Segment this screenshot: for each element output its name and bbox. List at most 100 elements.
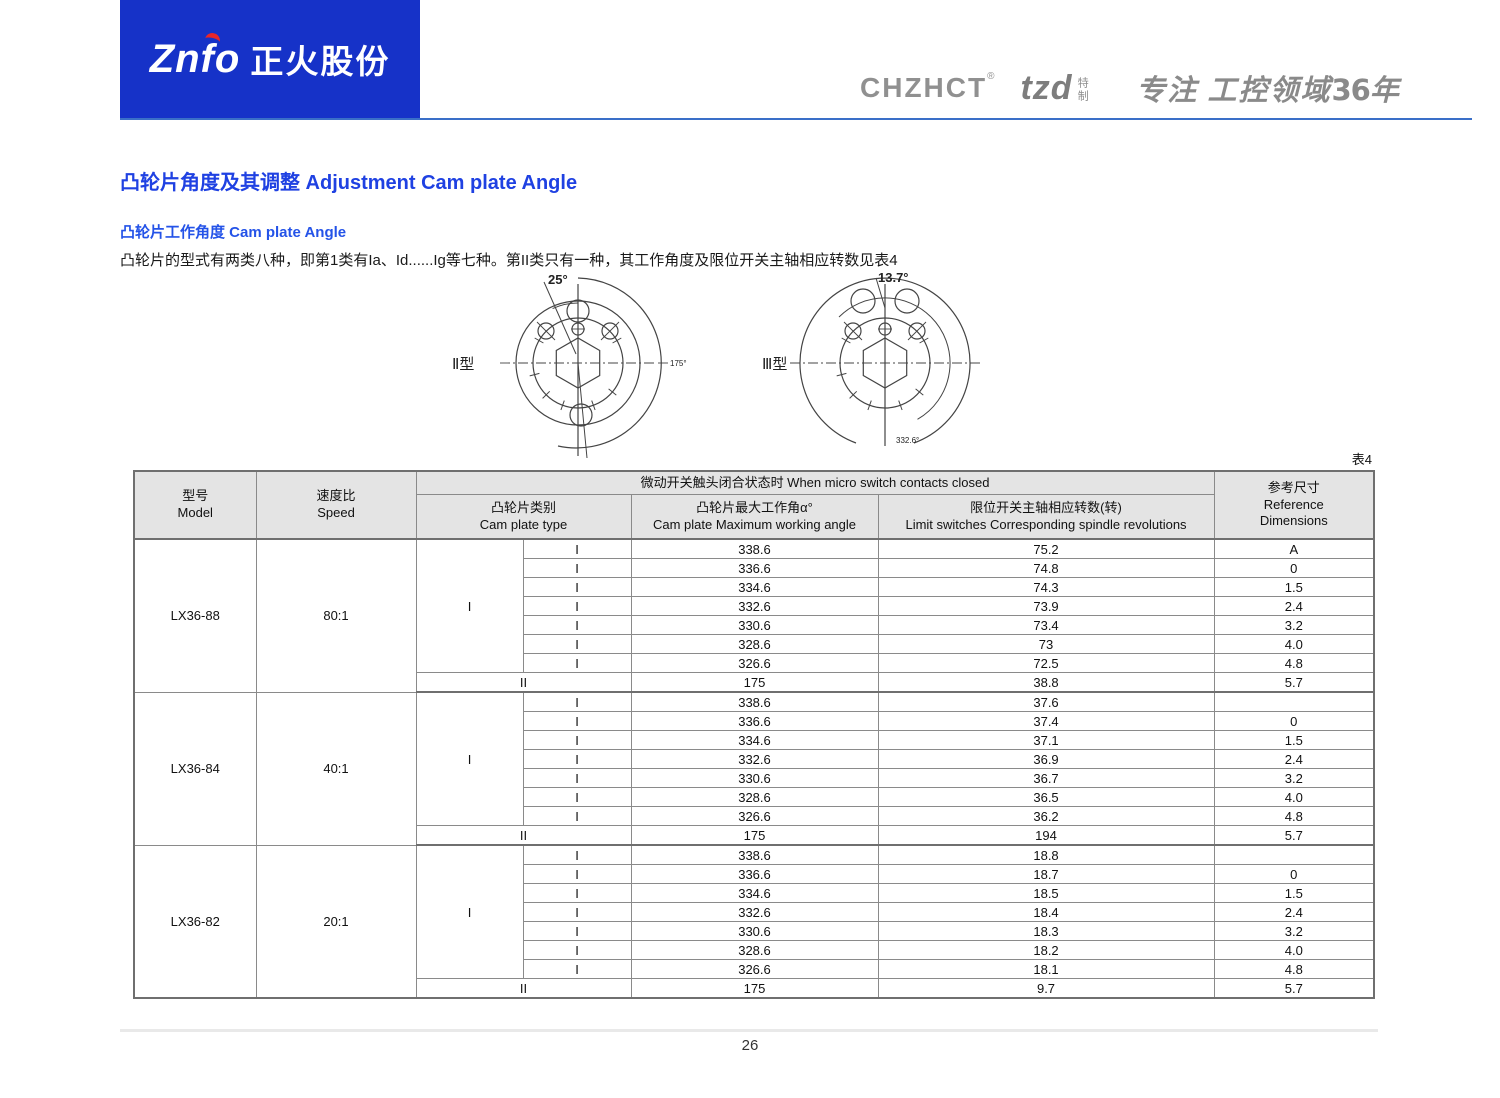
reference-cell: 0 xyxy=(1213,864,1375,884)
cam-type-cell: I xyxy=(522,768,632,788)
brand-slogan: 专注 工控领域36年 xyxy=(1136,73,1401,107)
revolutions-cell: 36.2 xyxy=(877,806,1215,826)
table-caption: 表4 xyxy=(1351,452,1372,467)
cam-diagrams: 25° 175° Ⅱ型 xyxy=(430,268,1050,465)
col-header-model: 型号 Model xyxy=(133,470,257,540)
cam-diagram-type3 xyxy=(790,277,980,446)
speed-cell: 40:1 xyxy=(255,691,417,846)
type2-label: Ⅱ型 xyxy=(452,356,474,373)
revolutions-cell: 73.4 xyxy=(877,615,1215,635)
angle-cell: 334.6 xyxy=(630,730,879,750)
angle-cell: 338.6 xyxy=(630,691,879,712)
reference-cell: 5.7 xyxy=(1213,978,1375,999)
reference-cell: 2.4 xyxy=(1213,596,1375,616)
cam-class-cell: I xyxy=(415,538,524,673)
type3-label: Ⅲ型 xyxy=(762,356,787,373)
cam-type-cell: II xyxy=(415,978,632,999)
cam-type-cell: I xyxy=(522,864,632,884)
table-row: I 332.6 36.9 2.4 xyxy=(134,749,1375,769)
type3-top-angle-label: 13.7° xyxy=(878,270,909,285)
cam-type-cell: I xyxy=(522,883,632,903)
table-row: I 334.6 18.5 1.5 xyxy=(134,883,1375,903)
table-row: LX36-88 80:1 I I 338.6 75.2 A xyxy=(133,538,1375,693)
revolutions-cell: 75.2 xyxy=(877,538,1215,559)
revolutions-cell: 73.9 xyxy=(877,596,1215,616)
angle-cell: 175 xyxy=(630,825,879,846)
cam-type-cell: I xyxy=(522,653,632,673)
reference-cell xyxy=(1213,844,1375,865)
reference-cell xyxy=(1213,691,1375,712)
table-row: I 326.6 18.1 4.8 xyxy=(134,959,1375,979)
brand-name: CHZHCT xyxy=(860,72,988,103)
revolutions-cell: 18.7 xyxy=(877,864,1215,884)
cam-type-cell: I xyxy=(522,959,632,979)
cam-type-cell: I xyxy=(522,577,632,597)
reference-cell: 4.8 xyxy=(1213,653,1375,673)
footer-divider xyxy=(120,1029,1378,1032)
revolutions-cell: 18.1 xyxy=(877,959,1215,979)
revolutions-cell: 37.4 xyxy=(877,711,1215,731)
cam-type-cell: I xyxy=(522,558,632,578)
reference-cell: 0 xyxy=(1213,711,1375,731)
revolutions-cell: 18.8 xyxy=(877,844,1215,865)
angle-cell: 330.6 xyxy=(630,768,879,788)
cam-type-cell: I xyxy=(522,787,632,807)
cam-class-cell: I xyxy=(415,691,524,826)
reference-cell: 4.8 xyxy=(1213,806,1375,826)
brand-row: CHZHCT ® tzd 特制 专注 工控领域36年 xyxy=(860,62,1480,114)
registered-mark-icon: ® xyxy=(987,70,995,82)
reference-cell: 3.2 xyxy=(1213,768,1375,788)
table-row: I 330.6 18.3 3.2 xyxy=(134,921,1375,941)
col-header-max-angle: 凸轮片最大工作角α° Cam plate Maximum working ang… xyxy=(630,494,879,540)
table-row: I 326.6 72.5 4.8 xyxy=(134,653,1375,673)
col-header-revolutions: 限位开关主轴相应转数(转) Limit switches Correspondi… xyxy=(877,494,1215,540)
page-number: 26 xyxy=(741,1037,759,1054)
reference-cell: 5.7 xyxy=(1213,672,1375,693)
angle-cell: 332.6 xyxy=(630,902,879,922)
table-header: 型号 Model 速度比 Speed 微动开关触头闭合状态时 When micr… xyxy=(133,470,1375,540)
cam-diagram-type2 xyxy=(500,277,668,459)
table-row: I 328.6 18.2 4.0 xyxy=(134,940,1375,960)
reference-cell: 4.8 xyxy=(1213,959,1375,979)
angle-cell: 330.6 xyxy=(630,921,879,941)
angle-cell: 332.6 xyxy=(630,749,879,769)
section-subtitle: 凸轮片工作角度 Cam plate Angle xyxy=(120,224,347,241)
angle-cell: 330.6 xyxy=(630,615,879,635)
model-cell: LX36-82 xyxy=(133,844,257,999)
table-row: LX36-82 20:1 I I 338.6 18.8 xyxy=(133,844,1375,999)
cam-type-cell: I xyxy=(522,902,632,922)
cam-type-cell: I xyxy=(522,806,632,826)
angle-cell: 338.6 xyxy=(630,844,879,865)
angle-cell: 336.6 xyxy=(630,558,879,578)
reference-cell: 4.0 xyxy=(1213,787,1375,807)
cam-type-cell: I xyxy=(522,596,632,616)
angle-cell: 332.6 xyxy=(630,596,879,616)
table-row: I 326.6 36.2 4.8 xyxy=(134,806,1375,826)
page-title: 凸轮片角度及其调整 Adjustment Cam plate Angle xyxy=(120,172,578,194)
intro-paragraph: 凸轮片的型式有两类八种，即第1类有Ia、Id......Ig等七种。第II类只有… xyxy=(120,252,898,269)
type3-bottom-angle-label: 332.6° xyxy=(896,436,919,445)
table-row: I 334.6 74.3 1.5 xyxy=(134,577,1375,597)
reference-cell: 1.5 xyxy=(1213,730,1375,750)
reference-cell: 4.0 xyxy=(1213,940,1375,960)
angle-cell: 336.6 xyxy=(630,711,879,731)
angle-cell: 175 xyxy=(630,978,879,999)
type2-ticks xyxy=(529,337,622,411)
table-row: I 336.6 18.7 0 xyxy=(134,864,1375,884)
angle-cell: 328.6 xyxy=(630,787,879,807)
type3-ticks xyxy=(836,337,929,411)
cam-type-cell: I xyxy=(522,921,632,941)
table-row: LX36-84 40:1 I I 338.6 37.6 xyxy=(133,691,1375,846)
revolutions-cell: 18.5 xyxy=(877,883,1215,903)
revolutions-cell: 37.1 xyxy=(877,730,1215,750)
angle-cell: 326.6 xyxy=(630,806,879,826)
reference-cell: 2.4 xyxy=(1213,749,1375,769)
speed-cell: 80:1 xyxy=(255,538,417,693)
revolutions-cell: 73 xyxy=(877,634,1215,654)
cam-class-cell: I xyxy=(415,844,524,979)
model-cell: LX36-88 xyxy=(133,538,257,693)
type2-top-angle-label: 25° xyxy=(548,272,568,287)
reference-cell: 4.0 xyxy=(1213,634,1375,654)
col-header-reference: 参考尺寸 Reference Dimensions xyxy=(1213,470,1375,540)
angle-cell: 328.6 xyxy=(630,634,879,654)
